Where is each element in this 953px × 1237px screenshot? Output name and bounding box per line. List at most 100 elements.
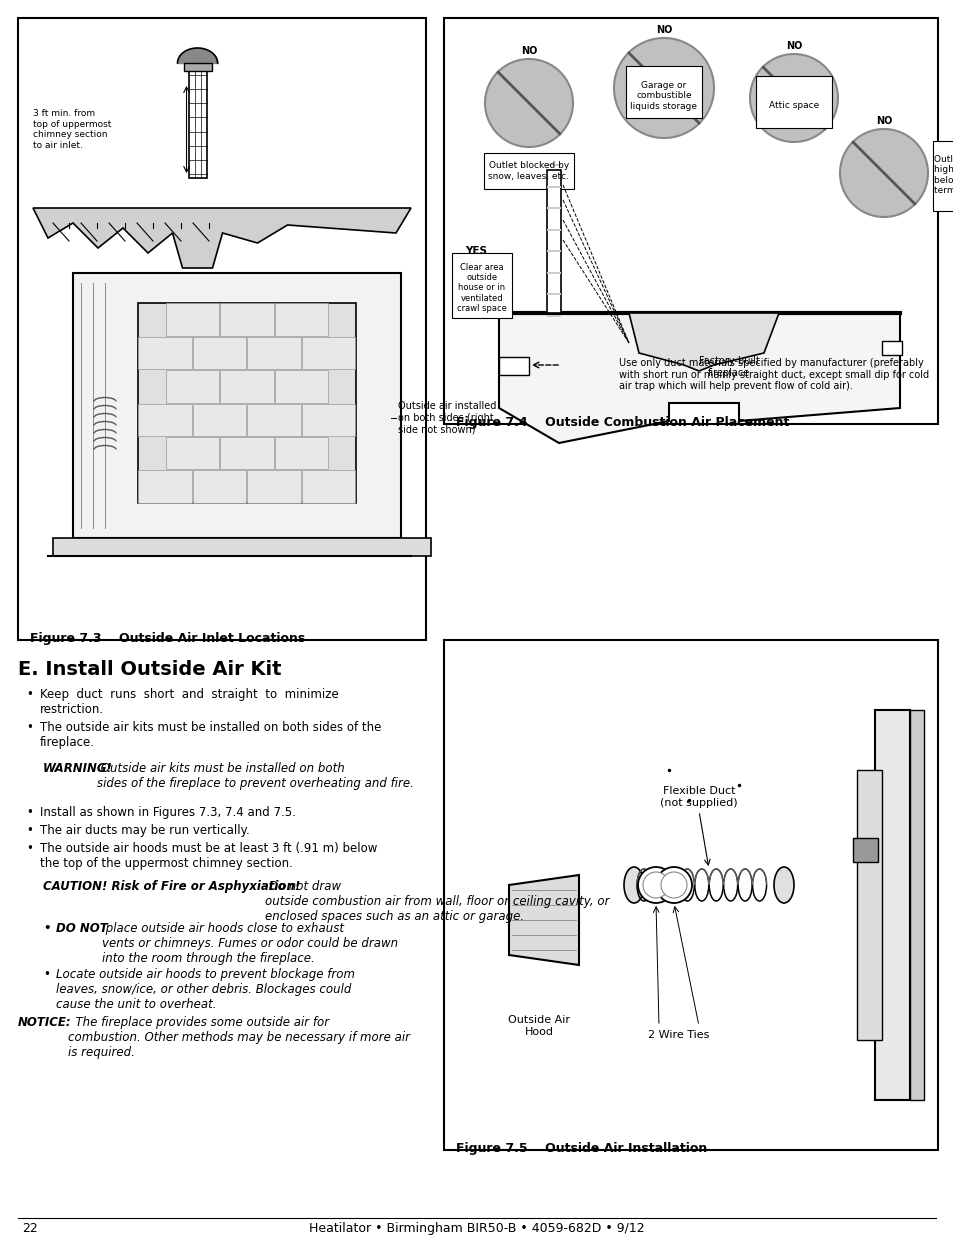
FancyBboxPatch shape <box>546 229 560 231</box>
Text: DO NOT: DO NOT <box>56 922 108 935</box>
Ellipse shape <box>773 867 793 903</box>
Text: Garage or
combustible
liquids storage: Garage or combustible liquids storage <box>630 82 697 111</box>
Text: •: • <box>26 688 32 701</box>
Bar <box>852 837 877 862</box>
Bar <box>443 640 937 1150</box>
Polygon shape <box>33 208 411 268</box>
Bar <box>932 141 953 212</box>
Bar <box>274 370 328 402</box>
Bar <box>452 254 512 318</box>
FancyBboxPatch shape <box>546 272 560 273</box>
Bar <box>247 403 301 435</box>
Polygon shape <box>498 313 899 443</box>
Text: NO: NO <box>655 25 672 35</box>
Bar <box>874 710 909 1100</box>
FancyBboxPatch shape <box>546 165 560 166</box>
Bar <box>274 437 328 469</box>
Text: •: • <box>26 842 32 855</box>
Text: NO: NO <box>875 116 891 126</box>
Circle shape <box>749 54 837 142</box>
Text: NO: NO <box>785 41 801 51</box>
Text: Outside Air
Hood: Outside Air Hood <box>507 1016 569 1037</box>
Bar <box>443 19 937 424</box>
Polygon shape <box>628 313 779 371</box>
Text: YES: YES <box>464 246 486 256</box>
Text: Figure 7.5    Outside Air Installation: Figure 7.5 Outside Air Installation <box>456 1142 706 1155</box>
Bar <box>183 63 212 71</box>
Bar <box>302 470 355 502</box>
Text: Install as shown in Figures 7.3, 7.4 and 7.5.: Install as shown in Figures 7.3, 7.4 and… <box>40 807 295 819</box>
Bar <box>755 75 831 127</box>
Text: Locate outside air hoods to prevent blockage from
leaves, snow/ice, or other deb: Locate outside air hoods to prevent bloc… <box>56 969 355 1011</box>
Circle shape <box>660 872 686 898</box>
Text: WARNING!: WARNING! <box>43 762 112 776</box>
Bar <box>166 437 219 469</box>
Bar <box>166 303 219 335</box>
Text: place outside air hoods close to exhaust
vents or chimneys. Fumes or odor could : place outside air hoods close to exhaust… <box>102 922 397 965</box>
Text: Figure 7.3    Outside Air Inlet Locations: Figure 7.3 Outside Air Inlet Locations <box>30 632 305 644</box>
Circle shape <box>614 38 713 139</box>
Bar <box>220 437 274 469</box>
Text: The outside air hoods must be at least 3 ft (.91 m) below
the top of the uppermo: The outside air hoods must be at least 3… <box>40 842 377 870</box>
Text: Outlet placed
higher than 3 ft
below the
termination cap: Outlet placed higher than 3 ft below the… <box>933 155 953 195</box>
Bar <box>189 71 206 178</box>
Bar <box>193 336 246 369</box>
Text: •: • <box>43 922 51 935</box>
Text: •: • <box>26 807 32 819</box>
Text: E. Install Outside Air Kit: E. Install Outside Air Kit <box>18 661 281 679</box>
Text: The air ducts may be run vertically.: The air ducts may be run vertically. <box>40 824 250 837</box>
Text: Heatilator • Birmingham BIR50-B • 4059-682D • 9/12: Heatilator • Birmingham BIR50-B • 4059-6… <box>309 1222 644 1235</box>
Ellipse shape <box>623 867 643 903</box>
Bar <box>856 769 882 1040</box>
Bar <box>247 470 301 502</box>
Bar <box>498 357 529 375</box>
Text: Keep  duct  runs  short  and  straight  to  minimize
restriction.: Keep duct runs short and straight to min… <box>40 688 338 716</box>
Text: NOTICE:: NOTICE: <box>18 1016 71 1029</box>
Bar <box>166 370 219 402</box>
Text: Factory-built
fireplace: Factory-built fireplace <box>698 356 759 379</box>
Bar <box>138 403 192 435</box>
Text: Figure 7.4    Outside Combustion Air Placement: Figure 7.4 Outside Combustion Air Placem… <box>456 416 788 429</box>
Bar <box>53 538 431 555</box>
FancyBboxPatch shape <box>546 293 560 296</box>
Text: Use only duct materials specified by manufacturer (preferably
with short run or : Use only duct materials specified by man… <box>618 357 928 391</box>
Text: •: • <box>26 721 32 734</box>
Bar <box>302 403 355 435</box>
Circle shape <box>638 867 673 903</box>
Text: Outlet blocked by
snow, leaves, etc.: Outlet blocked by snow, leaves, etc. <box>488 161 569 181</box>
Bar <box>220 303 274 335</box>
Bar <box>909 710 923 1100</box>
Bar <box>220 370 274 402</box>
Text: •: • <box>26 824 32 837</box>
Bar <box>193 470 246 502</box>
Bar <box>247 336 301 369</box>
Polygon shape <box>509 875 578 965</box>
Text: Attic space: Attic space <box>768 101 819 110</box>
Text: The outside air kits must be installed on both sides of the
fireplace.: The outside air kits must be installed o… <box>40 721 381 748</box>
Text: 3 ft min. from
top of uppermost
chimney section
to air inlet.: 3 ft min. from top of uppermost chimney … <box>33 109 112 150</box>
Circle shape <box>840 129 927 216</box>
Text: Outside air installed
on both sides (right
side not shown): Outside air installed on both sides (rig… <box>397 401 496 434</box>
Bar <box>193 403 246 435</box>
Bar <box>625 66 701 118</box>
Bar <box>483 153 574 189</box>
Bar <box>546 169 560 313</box>
Text: Outside air kits must be installed on both
sides of the fireplace to prevent ove: Outside air kits must be installed on bo… <box>97 762 414 790</box>
Text: The fireplace provides some outside air for
combustion. Other methods may be nec: The fireplace provides some outside air … <box>68 1016 410 1059</box>
Text: CAUTION! Risk of Fire or Asphyxiation!: CAUTION! Risk of Fire or Asphyxiation! <box>43 880 300 893</box>
Circle shape <box>656 867 691 903</box>
Bar <box>138 336 192 369</box>
Bar <box>18 19 426 640</box>
Text: NO: NO <box>520 46 537 56</box>
Bar <box>73 273 400 538</box>
Text: Flexible Duct
(not supplied): Flexible Duct (not supplied) <box>659 787 737 808</box>
FancyBboxPatch shape <box>546 186 560 188</box>
Bar <box>274 303 328 335</box>
Bar <box>138 303 355 503</box>
FancyBboxPatch shape <box>546 315 560 317</box>
Text: Do not draw
outside combustion air from wall, floor or ceiling cavity, or
enclos: Do not draw outside combustion air from … <box>265 880 609 923</box>
Circle shape <box>642 872 668 898</box>
FancyBboxPatch shape <box>546 250 560 252</box>
Text: 22: 22 <box>22 1222 38 1235</box>
Bar <box>882 341 901 355</box>
